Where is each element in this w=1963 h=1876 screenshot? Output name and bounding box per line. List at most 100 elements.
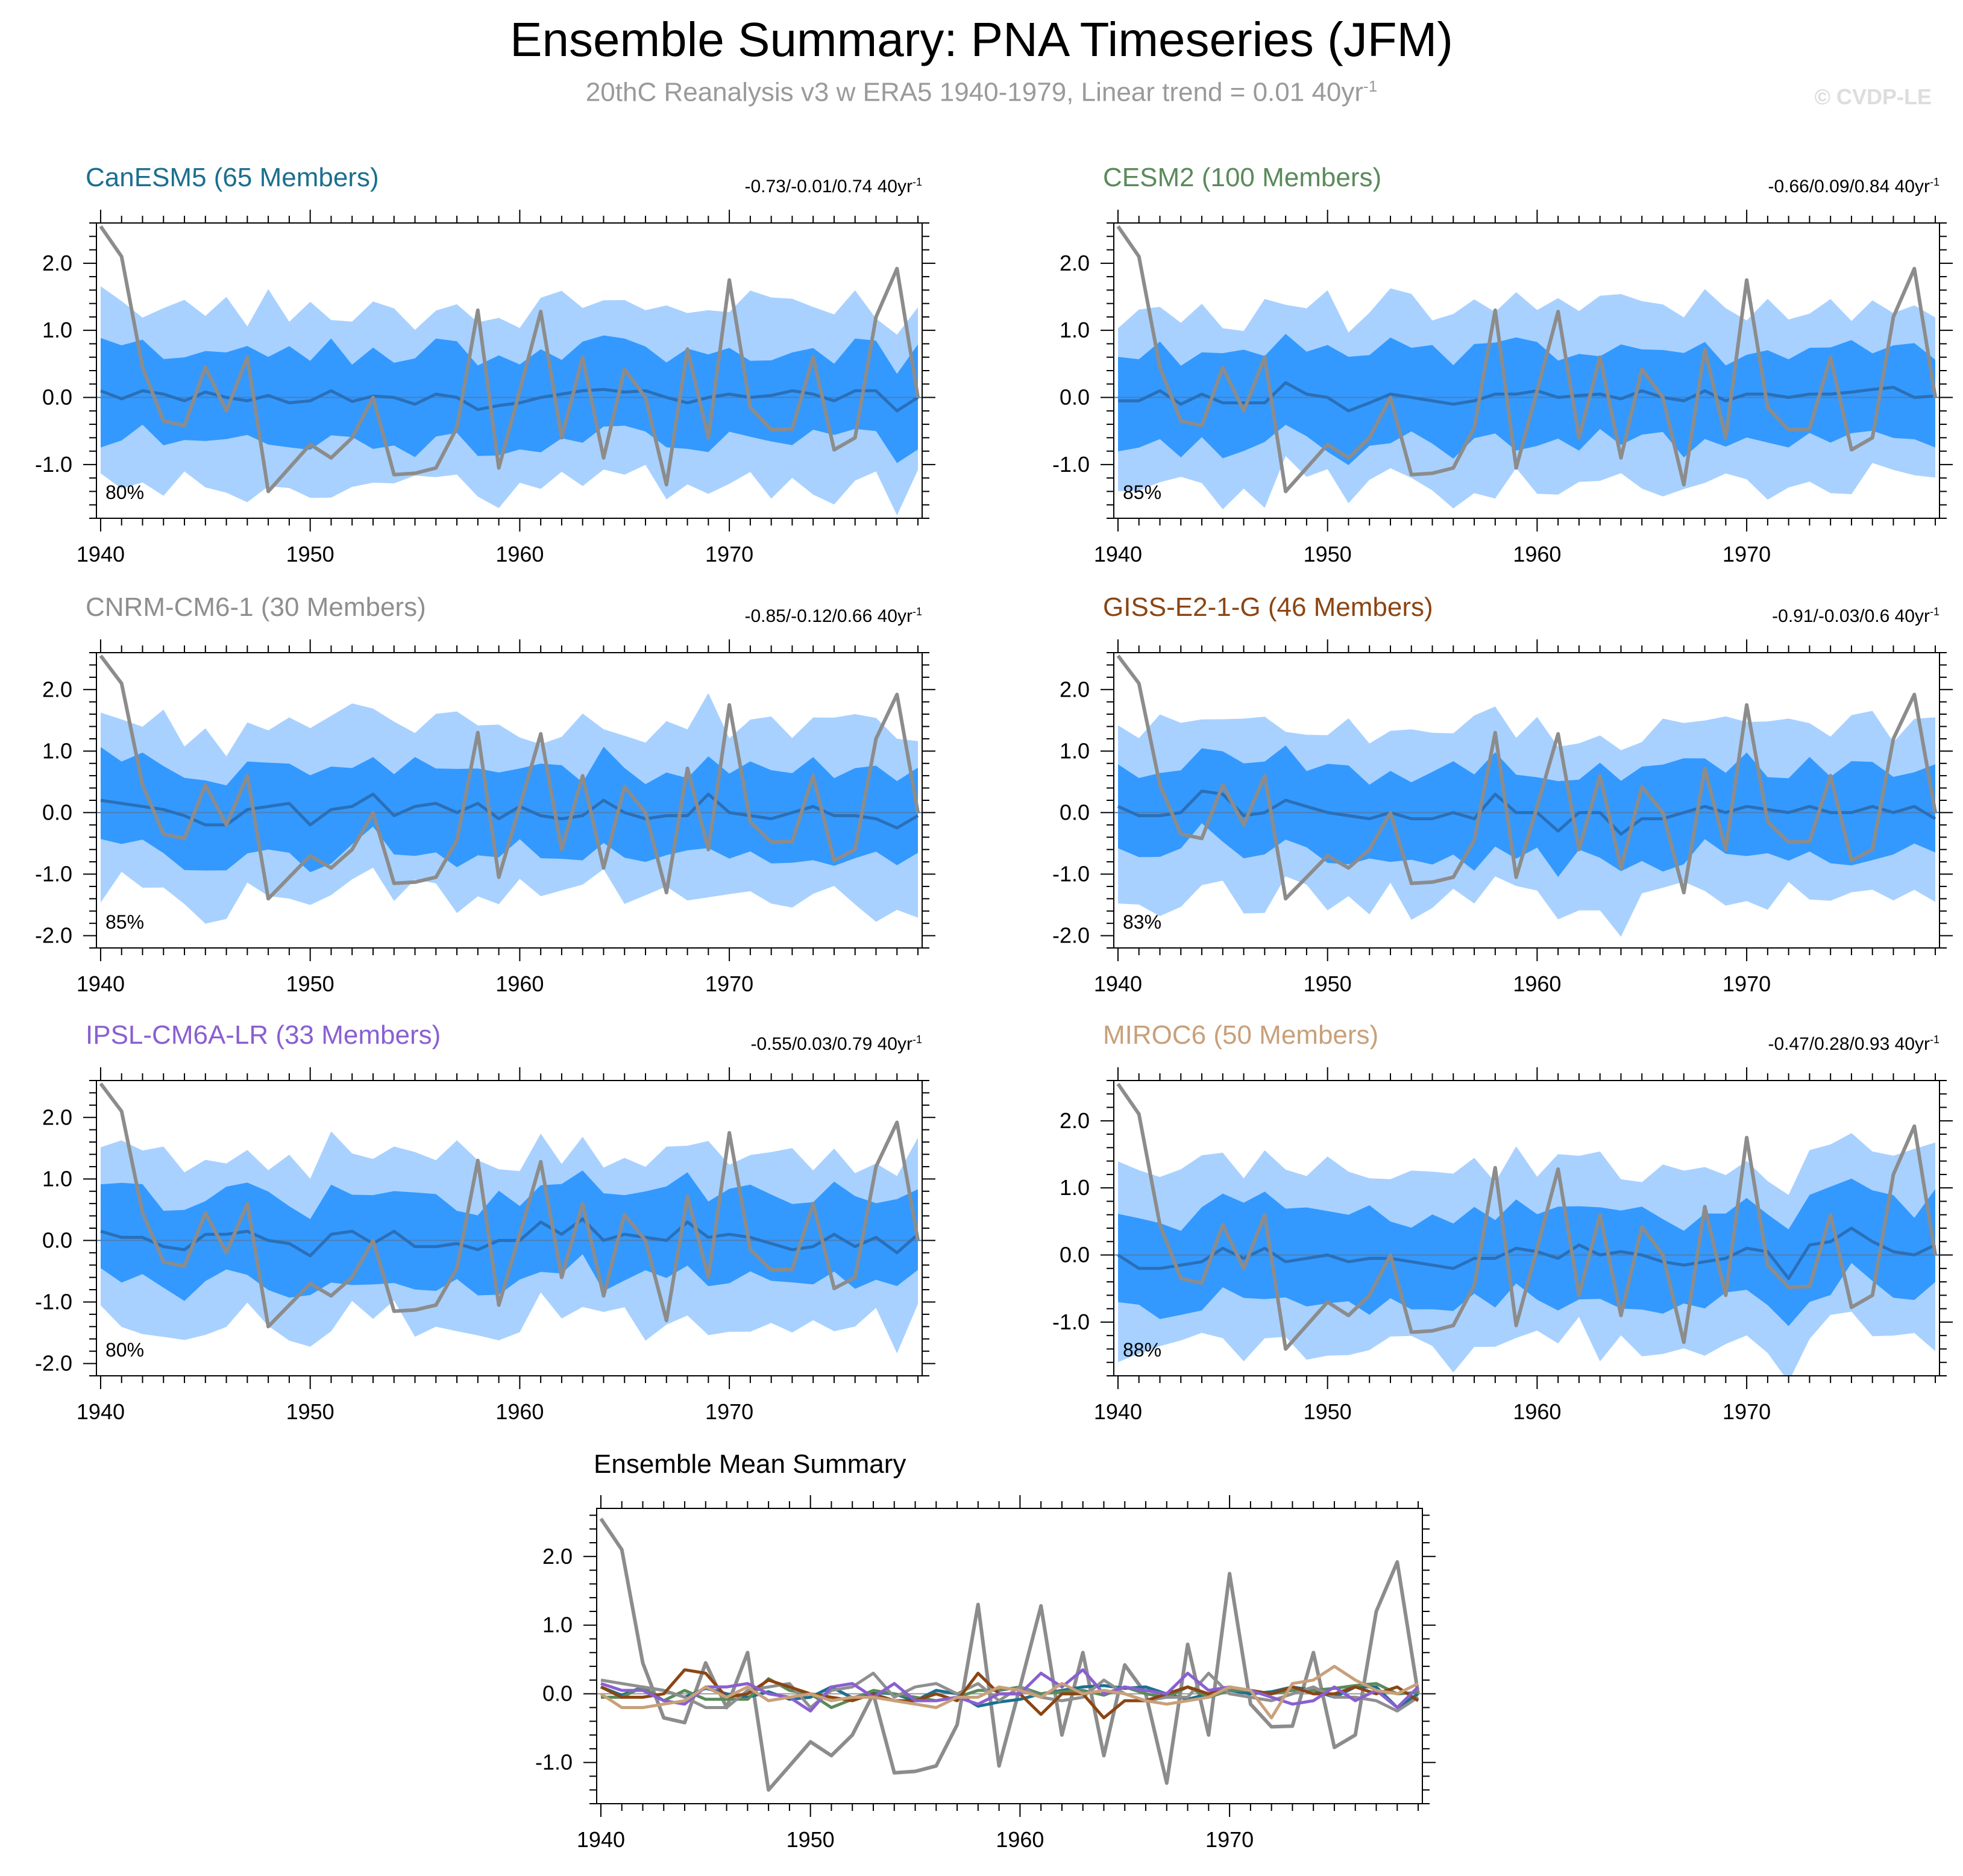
ensemble-mean-line [1117,1226,1936,1280]
panel-axis-ytick-label: 1.0 [42,1166,72,1191]
panel-axis-ytick-label: 1.0 [1060,1175,1090,1200]
observed-line [99,225,920,494]
panel-axis-xtick-label: 1970 [705,971,753,996]
panel-title: CanESM5 (65 Members) [86,163,379,192]
panel-axis-xtick-label: 1940 [77,1399,125,1424]
panel-stat-exponent: -1 [912,1034,922,1046]
panel-miroc6: 1940 1950 1960 1970 -1.0 0.0 1.0 2.0 88% [1052,1067,1953,1424]
mean-axis-ytick-label: 2.0 [542,1544,573,1569]
panel-axis-xtick-label: 1950 [286,1399,334,1424]
mean-axis-ytick-label: -1.0 [535,1750,573,1775]
panel-axis-ytick-label: 0.0 [42,800,72,824]
percentile-label: 80% [105,482,144,503]
panel-title: CNRM-CM6-1 (30 Members) [86,592,426,622]
inner-percentile-band [101,335,918,463]
percentile-label: 85% [1123,482,1161,503]
panel-giss-e2-1-g: 1940 1950 1960 1970 -2.0 -1.0 0.0 1.0 2.0 83% [1052,639,1953,996]
panel-axis-xtick-label: 1960 [495,542,544,566]
panel-plot-area [1114,1082,1939,1376]
panel-axis-ytick-label: 2.0 [42,1105,72,1129]
panel-plot-area [96,654,922,924]
observed-line [1116,654,1937,901]
panel-axis-xtick-label: 1970 [1723,542,1771,566]
panel-axis-xtick-label: 1950 [1304,971,1352,996]
panel-axis-xtick-label: 1960 [495,971,544,996]
panel-axis-xtick-label: 1960 [1513,1399,1561,1424]
panel-axis-xtick-label: 1960 [1513,542,1561,566]
panel-stat-exponent: -1 [1929,1034,1939,1046]
panel-plot-area [1114,654,1939,937]
panel-axis-ytick-label: -1.0 [1052,1310,1090,1334]
observed-line [1116,225,1937,494]
panel-axis-ytick-label: 1.0 [42,318,72,342]
mean-observed-line [599,1517,1420,1792]
panel-axis-xtick-label: 1940 [1094,971,1142,996]
panel-stat: -0.55/0.03/0.79 40yr-1 [621,1034,922,1055]
mean-axis-xtick-label: 1950 [787,1827,835,1852]
panel-axis-xtick-label: 1960 [1513,971,1561,996]
percentile-label: 80% [105,1339,144,1361]
percentile-label: 85% [105,911,144,933]
panel-stat-text: -0.47/0.28/0.93 40yr [1768,1034,1930,1054]
panel-axis-xtick-label: 1940 [77,971,125,996]
panel-canesm5: 1940 1950 1960 1970 -1.0 0.0 1.0 2.0 80% [35,210,935,566]
panel-stat-text: -0.73/-0.01/0.74 40yr [744,177,912,196]
panel-axis-ytick-label: -2.0 [35,1351,72,1376]
panel-axis-ytick-label: 2.0 [1060,677,1090,701]
mean-axis-xtick-label: 1970 [1205,1827,1254,1852]
panel-axis-ytick-label: -1.0 [35,862,72,886]
panel-stat-text: -0.55/0.03/0.79 40yr [750,1034,912,1054]
watermark: © CVDP-LE [1814,84,1932,109]
inner-percentile-band [101,747,918,873]
mean-axis-xtick-label: 1940 [577,1827,625,1852]
percentile-label: 83% [1123,911,1161,933]
mean-axis-xtick-label: 1960 [996,1827,1044,1852]
panel-axis-ytick-label: 2.0 [1060,251,1090,275]
percentile-label: 88% [1123,1339,1161,1361]
panel-axis-ytick-label: 2.0 [42,251,72,275]
panel-axis-ytick-label: 2.0 [1060,1108,1090,1133]
main-title: Ensemble Summary: PNA Timeseries (JFM) [510,13,1453,66]
inner-percentile-band [1118,1178,1935,1326]
panel-axis-ytick-label: -2.0 [35,923,72,948]
panel-stat-exponent: -1 [912,176,922,188]
panel-axis-xtick-label: 1940 [77,542,125,566]
panel-title: GISS-E2-1-G (46 Members) [1103,592,1433,622]
observed-line [99,654,920,901]
panel-axis-xtick-label: 1970 [705,1399,753,1424]
panel-axis-xtick-label: 1970 [705,542,753,566]
panel-plot-area [1114,225,1939,510]
panel-stat: -0.47/0.28/0.93 40yr-1 [1638,1034,1939,1055]
ensemble-mean-line [1117,789,1936,836]
panel-stat: -0.73/-0.01/0.74 40yr-1 [621,176,922,197]
panel-axis-ytick-label: -1.0 [1052,452,1090,477]
panel-axis-ytick-label: 1.0 [1060,318,1090,342]
panel-axis-xtick-label: 1960 [495,1399,544,1424]
panel-stat-exponent: -1 [1929,606,1939,618]
mean-axis-ytick-label: 1.0 [542,1613,573,1637]
panel-stat: -0.66/0.09/0.84 40yr-1 [1638,176,1939,197]
ensemble-mean-line [100,792,919,830]
panel-axis-ytick-label: 1.0 [1060,738,1090,763]
panel-stat-exponent: -1 [912,606,922,618]
observed-line [99,1082,920,1329]
panel-axis-ytick-label: -1.0 [1052,862,1090,886]
panel-plot-area [96,1082,922,1354]
panel-cnrm-cm6-1: 1940 1950 1960 1970 -2.0 -1.0 0.0 1.0 2.0 85% [35,639,935,996]
panel-stat-text: -0.66/0.09/0.84 40yr [1768,177,1930,196]
panel-stat-text: -0.91/-0.03/0.6 40yr [1772,606,1930,626]
panel-stat-text: -0.85/-0.12/0.66 40yr [744,606,912,626]
mean-summary-title: Ensemble Mean Summary [594,1449,906,1479]
panel-axis-ytick-label: -1.0 [35,1290,72,1314]
panel-axis-xtick-label: 1950 [286,542,334,566]
panel-axis-xtick-label: 1950 [1304,1399,1352,1424]
panel-axis-ytick-label: 0.0 [42,385,72,410]
panel-cesm2: 1940 1950 1960 1970 -1.0 0.0 1.0 2.0 85% [1052,210,1953,566]
ensemble-mean-line [1118,381,1936,413]
panel-axis-xtick-label: 1950 [286,971,334,996]
ensemble-mean-line [100,1217,919,1258]
panel-stat-exponent: -1 [1929,176,1939,188]
inner-percentile-band [1118,334,1935,465]
subtitle-text: 20thC Reanalysis v3 w ERA5 1940-1979, Li… [585,77,1364,107]
inner-percentile-band [101,1170,918,1301]
